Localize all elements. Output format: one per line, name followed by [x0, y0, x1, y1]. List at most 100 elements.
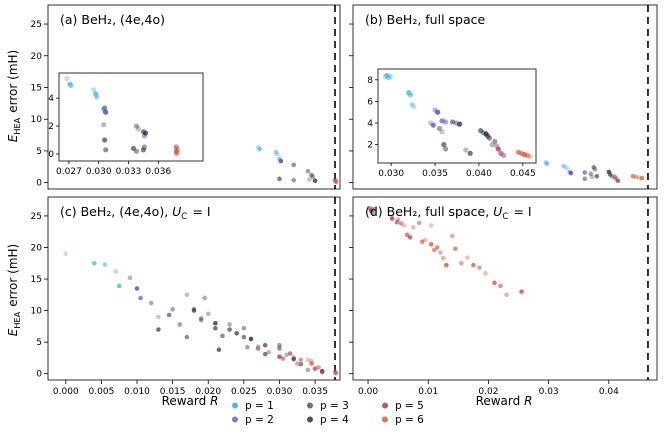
panel-c-point-p2: [177, 322, 183, 327]
panel-c-point-p4: [198, 315, 204, 321]
panel-c-point-p4: [213, 320, 218, 326]
panel-a-inset-point-p3: [102, 137, 108, 143]
panel-c-point-p6: [316, 365, 321, 370]
panel-d-point-p6: [428, 242, 434, 247]
panel-b-point-p2: [568, 170, 574, 176]
panel-a-point-p1: [273, 149, 279, 155]
panel-d-point-p6: [498, 283, 503, 289]
legend-marker-p6: [382, 416, 388, 423]
x-axis-labels: Reward R Reward R: [162, 394, 533, 408]
panel-c-point-p3: [227, 322, 232, 327]
panel-b-point-p3: [588, 171, 594, 177]
panel-d-point-p5: [367, 206, 373, 211]
legend-label-p1: p = 1: [245, 400, 274, 412]
panel-d-point-p5: [410, 224, 416, 230]
panel-c-point-p3: [245, 344, 250, 350]
panel-a-inset-point-p1: [64, 75, 70, 82]
panel-a-inset-frame: [58, 72, 204, 162]
legend-marker-p3: [307, 402, 313, 409]
legend-marker-p5: [382, 402, 388, 409]
panel-a-point-p4: [309, 172, 314, 178]
panel-b-inset-point-p6: [524, 152, 530, 159]
panel-c-point-p5: [298, 357, 304, 363]
panel-c-point-p3: [220, 333, 225, 339]
legend-marker-p2: [232, 416, 238, 423]
panel-c-point-p3: [277, 342, 282, 348]
panel-c-point-p5: [287, 351, 293, 356]
panel-a-inset-point-p1: [94, 94, 100, 100]
panel-a-inset-ytick-label: 2: [48, 122, 54, 132]
panel-b-inset-point-p2: [430, 122, 436, 128]
panel-a-ytick-label: 20: [31, 52, 43, 62]
panel-c-point-p3: [216, 347, 222, 353]
panel-b-inset-xtick-label: 0.035: [422, 169, 448, 179]
panel-d-point-p6: [483, 271, 488, 276]
panel-b-inset-ytick-label: 6: [367, 97, 373, 107]
panel-c-point-p5: [312, 366, 318, 371]
panel-c-point-p3: [184, 292, 190, 298]
panel-a-point-p3: [305, 168, 311, 174]
panel-d-point-p6: [465, 255, 470, 260]
panel-a-point-p6: [334, 179, 339, 185]
panel-d-point-p6: [444, 262, 449, 268]
panel-c-point-p3: [198, 317, 204, 323]
panel-a-point-p1: [275, 151, 280, 157]
panel-a-inset-xtick-label: 0.027: [56, 167, 82, 177]
panel-b-inset-point-p5: [492, 138, 498, 144]
panel-c-point-p1: [91, 260, 97, 266]
panel-a-inset-point-p4: [142, 130, 148, 136]
panel-c-point-p4: [248, 336, 254, 342]
panel-b: (b) BeH₂, full space 2 4 6 8 0.030 0.035 0.040 0…: [349, 4, 658, 190]
panel-c-point-p2: [166, 312, 172, 318]
panel-a-inset-point-p3: [133, 123, 140, 129]
panel-b-point-p1: [544, 161, 550, 166]
panel-b-inset-point-p2: [442, 119, 449, 125]
panel-d-point-p6: [395, 217, 401, 223]
panel-c-point-p4: [291, 356, 297, 362]
panel-c-ytick-label: 20: [31, 243, 43, 253]
panel-c-point-p2: [127, 275, 133, 281]
panel-d-point-p6: [477, 265, 482, 270]
panel-b-title: (b) BeH₂, full space: [365, 12, 486, 27]
panel-b-inset-point-p4: [450, 119, 456, 125]
panel-a-point-p4: [312, 178, 318, 184]
panel-d-point-p6: [504, 292, 509, 298]
panel-b-point-p5: [612, 174, 618, 180]
panel-a-point-p3: [307, 177, 312, 182]
panel-c-point-p4: [241, 325, 247, 331]
panel-b-inset-point-p4: [486, 135, 493, 141]
panel-d-point-p6: [431, 247, 437, 253]
panel-a-inset-point-p3: [133, 148, 140, 154]
x-axis-label-d: Reward R: [476, 394, 533, 408]
panel-d-point-p5: [398, 221, 404, 226]
panel-c-ytick-label: 15: [31, 275, 42, 285]
panel-b-point-p6: [633, 174, 639, 180]
panel-c-xtick-label: 0.015: [160, 387, 186, 397]
y-axis-labels: EHEA error (mH) EHEA error (mH): [6, 50, 22, 336]
panel-c-frame: [47, 196, 341, 381]
panel-b-inset-frame: [377, 68, 537, 164]
panel-c-point-p2: [134, 286, 140, 291]
panel-d-xtick-label: 0.02: [478, 387, 498, 397]
panel-a-point-p3: [291, 177, 297, 183]
panel-a-title: (a) BeH₂, (4e,4o): [60, 12, 165, 27]
panel-c-point-p2: [138, 295, 143, 301]
panel-b-point-p1: [564, 165, 569, 171]
panel-c-point-p3: [170, 307, 175, 312]
panel-c-xtick-label: 0.020: [195, 387, 221, 397]
panel-a-point-p4: [310, 174, 316, 180]
panel-c-point-p5: [277, 354, 282, 359]
legend-label-p4: p = 4: [320, 414, 349, 426]
panel-b-inset: 2 4 6 8 0.030 0.035 0.040 0.045: [367, 68, 537, 179]
panel-b-inset-xtick-label: 0.045: [510, 169, 536, 179]
panel-a-inset-point-p4: [140, 147, 147, 153]
legend: p = 1 p = 2 p = 3 p = 4 p = 5 p = 6: [232, 400, 424, 426]
panel-c-point-p4: [277, 346, 282, 351]
panel-a-inset: 0 2 4 0.027 0.030 0.033 0.036: [48, 72, 204, 177]
panel-c-point-p6: [305, 357, 311, 363]
panel-c-point-p4: [191, 307, 197, 312]
panel-a-inset-point-p5: [173, 144, 179, 150]
panel-a-inset-point-p6: [173, 151, 179, 157]
